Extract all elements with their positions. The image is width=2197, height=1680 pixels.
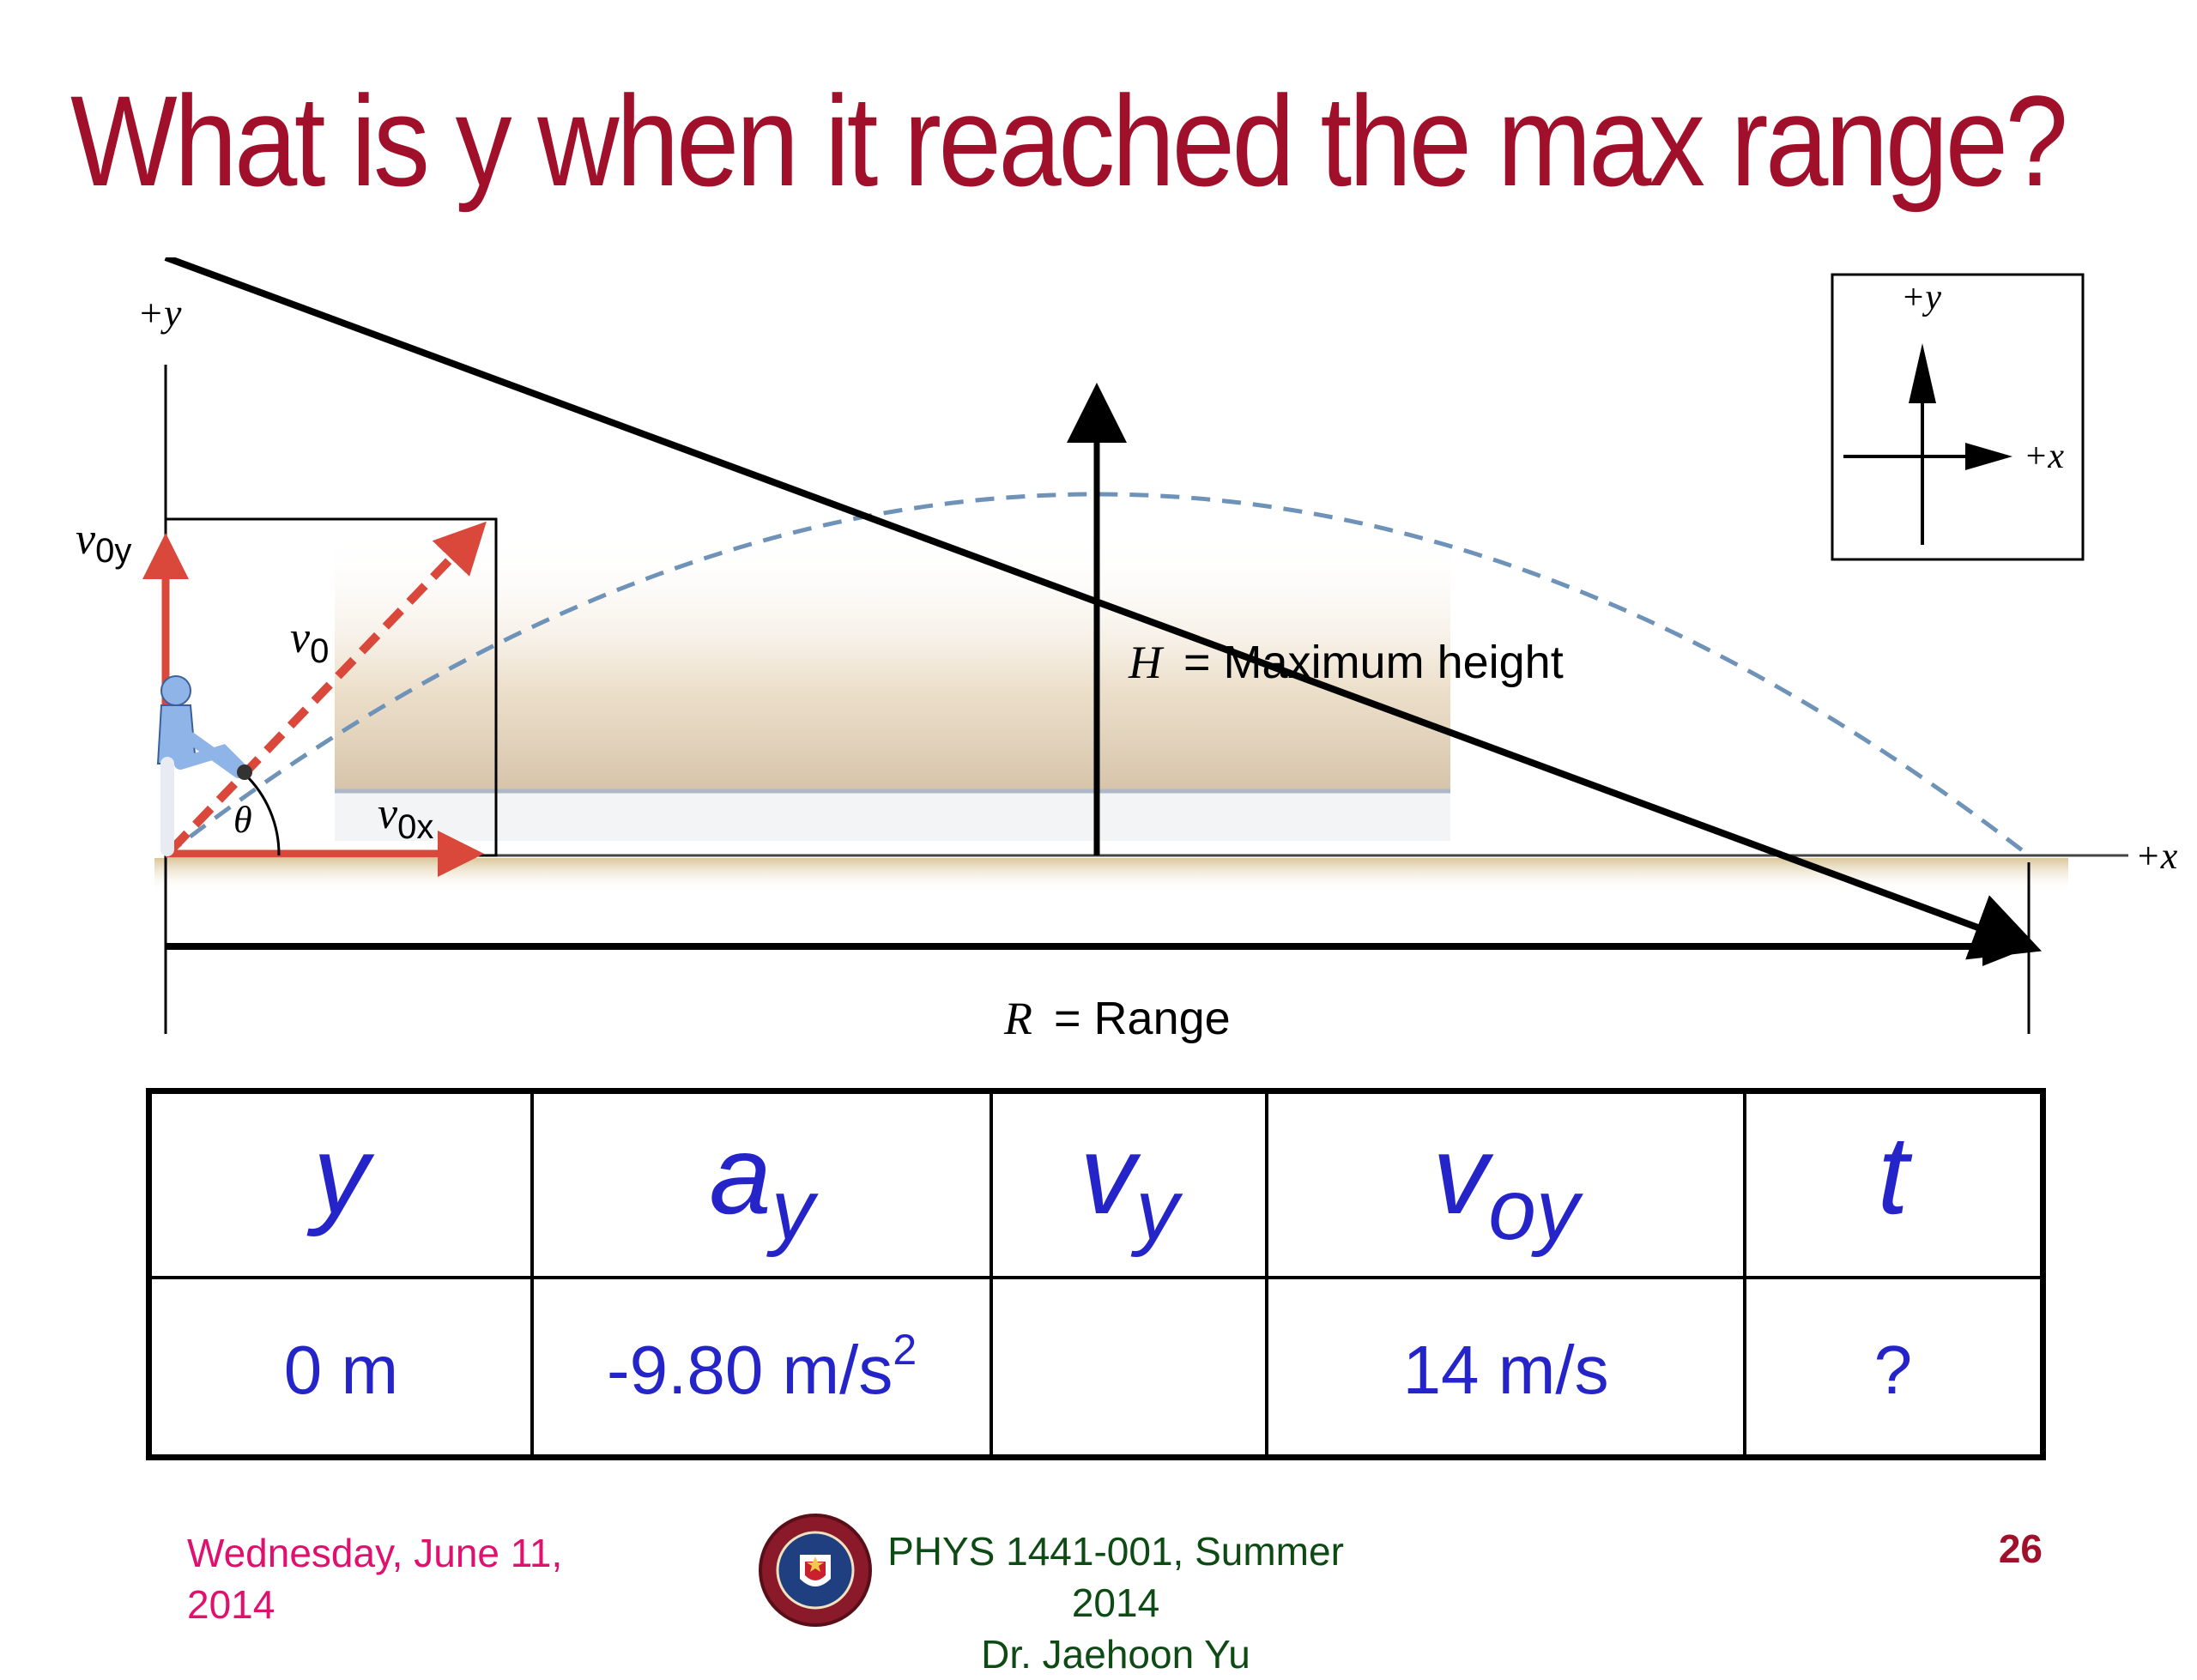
university-seal-icon xyxy=(759,1514,872,1627)
table-header-row: y ay vy voy t xyxy=(147,1089,2045,1279)
trajectory xyxy=(164,492,2031,857)
projectile-diagram: +y +x H = Maximum height R = Range θ v0y… xyxy=(76,257,2178,1044)
ground xyxy=(154,858,2068,892)
course-line-2: Dr. Jaehoon Yu xyxy=(981,1632,1250,1677)
table-value-row: 0 m -9.80 m/s2 14 m/s ? xyxy=(147,1276,2045,1459)
value-y: 0 m xyxy=(147,1276,534,1459)
theta-arc xyxy=(243,772,281,856)
value-vy xyxy=(990,1276,1269,1459)
course-line-1: PHYS 1441-001, Summer 2014 xyxy=(887,1529,1344,1625)
header-y: y xyxy=(147,1089,534,1279)
range-arrow xyxy=(164,257,2043,960)
slide-title: What is y when it reached the max range? xyxy=(70,69,2068,213)
page-number: 26 xyxy=(1998,1526,2043,1571)
max-height-label: H = Maximum height xyxy=(1128,637,1564,688)
header-vy: vy xyxy=(990,1089,1269,1279)
value-t: ? xyxy=(1742,1276,2045,1459)
kinematics-table: y ay vy voy t 0 m -9.80 m/s2 14 m/s ? xyxy=(146,1088,2046,1460)
footer-course: PHYS 1441-001, Summer 2014 Dr. Jaehoon Y… xyxy=(850,1526,1382,1680)
v0-label: v0 xyxy=(290,613,329,670)
value-voy: 14 m/s xyxy=(1265,1276,1746,1459)
v0x-label: v0x xyxy=(378,789,433,846)
crowd-illustration xyxy=(335,532,1450,841)
header-voy: voy xyxy=(1265,1089,1746,1279)
x-axis-label: +x xyxy=(2135,835,2178,877)
range-arrowhead xyxy=(1982,927,2032,966)
y-axis-label: +y xyxy=(137,291,182,335)
range-label: R = Range xyxy=(1003,993,1231,1044)
v0-vector xyxy=(168,521,487,853)
theta-label: θ xyxy=(233,799,252,841)
footer-date: Wednesday, June 11, 2014 xyxy=(187,1531,563,1627)
value-ay: -9.80 m/s2 xyxy=(530,1276,994,1459)
inset-x-label: +x xyxy=(2024,437,2064,476)
inset-y-label: +y xyxy=(1901,278,1941,317)
header-ay: ay xyxy=(530,1089,994,1279)
football-player-figure xyxy=(156,675,252,856)
header-t: t xyxy=(1742,1089,2045,1279)
v0y-label: v0y xyxy=(76,515,131,570)
axis-inset: +y +x xyxy=(1831,273,2085,561)
